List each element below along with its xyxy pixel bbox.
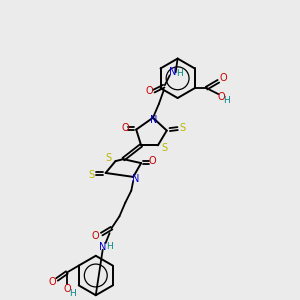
Text: S: S (106, 153, 112, 163)
Text: S: S (162, 143, 168, 153)
Text: N: N (150, 115, 158, 125)
Text: N: N (99, 242, 106, 252)
Text: O: O (220, 73, 227, 83)
Text: O: O (122, 123, 129, 133)
Text: N: N (131, 174, 139, 184)
Text: O: O (218, 92, 225, 102)
Text: O: O (92, 231, 100, 241)
Text: O: O (148, 156, 156, 166)
Text: S: S (89, 170, 95, 180)
Text: O: O (48, 278, 56, 287)
Text: H: H (223, 97, 230, 106)
Text: H: H (106, 242, 113, 251)
Text: S: S (179, 123, 186, 133)
Text: N: N (169, 68, 176, 77)
Text: O: O (145, 86, 153, 96)
Text: H: H (69, 289, 76, 298)
Text: O: O (63, 284, 71, 294)
Text: H: H (176, 69, 183, 78)
